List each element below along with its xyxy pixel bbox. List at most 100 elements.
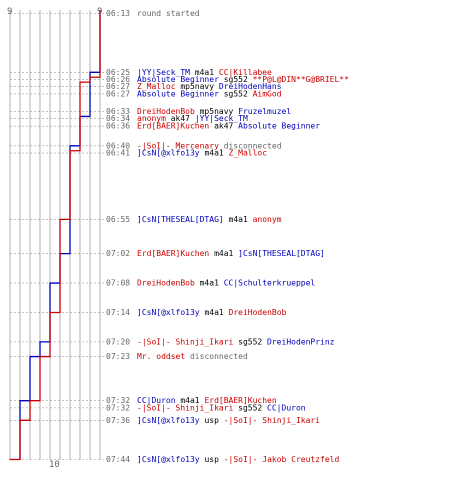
event-text-part: sg552 (219, 89, 253, 98)
event-row: 07:36 ]CsN[@xlfo13y usp -|SoI|- Shinji_Ik… (106, 416, 320, 425)
event-text: ]CsN[@xlfo13y usp -|SoI|- Jakob Creutzfe… (137, 455, 339, 464)
event-text-part: disconnected (185, 352, 248, 361)
event-text: Absolute Beginner sg552 AimGod (137, 89, 282, 98)
event-text-part: AimGod (253, 89, 282, 98)
event-row: 07:20 -|SoI|- Shinji_Ikari sg552 DreiHode… (106, 337, 335, 346)
event-text-part: ak47 (209, 122, 238, 131)
event-text-part: ]CsN[@xlfo13y (137, 416, 200, 425)
event-row: 07:08 DreiHodenBob m4a1 CC|Schulterkruepp… (106, 279, 315, 288)
event-text-part: DreiHodenBob (137, 279, 195, 288)
event-row: 06:33 DreiHodenBob mp5navy Fruzelmuzel (106, 107, 291, 116)
event-time: 06:33 (106, 107, 130, 116)
start-count-left-label: 9 (7, 7, 12, 17)
end-count-label: 10 (49, 460, 60, 470)
event-text-part: Z_Malloc (137, 82, 176, 91)
event-text-part: Erd[BAER]Kuchen (204, 396, 276, 405)
event-text: ]CsN[THESEAL[DTAG] m4a1 anonym (137, 215, 282, 224)
event-time: 07:20 (106, 337, 130, 346)
event-text-part: CC|Duron (137, 396, 176, 405)
event-row: 06:27 Z_Malloc mp5navy DreiHodenHans (106, 82, 282, 91)
event-text-part: sg552 (219, 75, 253, 84)
event-text-part: Z_Malloc (229, 149, 268, 158)
event-time: 07:36 (106, 416, 130, 425)
event-text-part: usp (200, 416, 224, 425)
event-time: 06:27 (106, 89, 130, 98)
event-text-part: Absolute Beginner (137, 75, 219, 84)
event-time: 06:36 (106, 122, 130, 131)
event-text-part: DreiHodenBob (229, 308, 287, 317)
event-text-part: anonym (253, 215, 282, 224)
event-text-part: round started (137, 9, 200, 18)
event-time: 06:27 (106, 82, 130, 91)
kill-event-log: 06:13 round started 06:25 |YY|Seck_TM m4a1 … (106, 9, 349, 464)
event-text-part: ]CsN[THESEAL[DTAG] (238, 249, 325, 258)
event-text: Z_Malloc mp5navy DreiHodenHans (137, 82, 282, 91)
start-count-right-label: 9 (97, 7, 102, 17)
event-text-part: **P@L@DIN**G@BRIEL** (253, 75, 350, 84)
event-text-part: ]CsN[@xlfo13y (137, 455, 200, 464)
event-time: 07:23 (106, 352, 130, 361)
event-text: CC|Duron m4a1 Erd[BAER]Kuchen (137, 396, 277, 405)
event-text-part: disconnected (219, 141, 282, 150)
event-text-part: m4a1 (209, 249, 238, 258)
event-text: -|SoI|- Shinji_Ikari sg552 CC|Duron (137, 403, 306, 412)
event-text-part: mp5navy (195, 107, 238, 116)
event-row: 06:26 Absolute Beginner sg552 **P@L@DIN**… (106, 75, 349, 84)
event-text-part: CC|Duron (267, 403, 306, 412)
event-text-part: |YY|Seck_TM (195, 114, 248, 123)
event-text-part: ak47 (166, 114, 195, 123)
event-text-part: mp5navy (176, 82, 219, 91)
event-text: DreiHodenBob m4a1 CC|Schulterkrueppel (137, 279, 315, 288)
event-row: 06:36 Erd[BAER]Kuchen ak47 Absolute Begin… (106, 122, 320, 131)
event-time: 06:26 (106, 75, 130, 84)
event-row: 06:13 round started (106, 9, 200, 18)
event-text-part: -|SoI|- Shinji_Ikari (137, 403, 234, 412)
event-row: 06:55 ]CsN[THESEAL[DTAG] m4a1 anonym (106, 215, 282, 224)
event-text-part: usp (200, 455, 224, 464)
event-text: -|SoI|- Shinji_Ikari sg552 DreiHodenPrin… (137, 337, 335, 346)
event-row: 06:40 -|SoI|- Mercenary disconnected (106, 141, 282, 150)
event-text-part: CC|Schulterkrueppel (224, 279, 316, 288)
event-text-part: Fruzelmuzel (238, 107, 291, 116)
event-text-part: Erd[BAER]Kuchen (137, 122, 209, 131)
event-row: 06:34 anonym ak47 |YY|Seck_TM (106, 114, 248, 123)
event-text: Erd[BAER]Kuchen ak47 Absolute Beginner (137, 122, 320, 131)
event-text-part: -|SoI|- Shinji_Ikari (137, 337, 234, 346)
event-text-part: m4a1 (195, 279, 224, 288)
event-text-part: Erd[BAER]Kuchen (137, 249, 209, 258)
event-row: 07:32 CC|Duron m4a1 Erd[BAER]Kuchen (106, 396, 277, 405)
event-row: 06:41]CsN[@xlfo13y m4a1 Z_Malloc (106, 149, 267, 158)
event-text-part: |YY|Seck_TM (137, 68, 190, 77)
event-row: 06:27 Absolute Beginner sg552 AimGod (106, 89, 282, 98)
event-text-part: anonym (137, 114, 166, 123)
event-text: |YY|Seck_TM m4a1 CC|Killabee (137, 68, 272, 77)
event-text-part: -|SoI|- Shinji_Ikari (224, 416, 321, 425)
event-text: ]CsN[@xlfo13y m4a1 DreiHodenBob (137, 308, 287, 317)
event-text: ]CsN[@xlfo13y usp -|SoI|- Shinji_Ikari (137, 416, 320, 425)
event-text-part: Mr. oddset (137, 352, 185, 361)
event-time: 06:55 (106, 215, 130, 224)
event-text-part: m4a1 (190, 68, 219, 77)
event-text-part: m4a1 (200, 149, 229, 158)
event-time: 06:25 (106, 68, 130, 77)
event-text-part: DreiHodenHans (219, 82, 282, 91)
event-text-part: Absolute Beginner (137, 89, 219, 98)
event-text-part: m4a1 (176, 396, 205, 405)
event-row: 07:14]CsN[@xlfo13y m4a1 DreiHodenBob (106, 308, 287, 317)
event-text: DreiHodenBob mp5navy Fruzelmuzel (137, 107, 291, 116)
event-text: round started (137, 9, 200, 18)
alive-count-lines (9, 10, 101, 461)
event-text-part: sg552 (233, 403, 267, 412)
event-row: 07:44]CsN[@xlfo13y usp -|SoI|- Jakob Cre… (106, 455, 339, 464)
event-text-part: m4a1 (224, 215, 253, 224)
event-text-part: -|SoI|- Mercenary (137, 141, 219, 150)
event-text-part: Absolute Beginner (238, 122, 320, 131)
event-time: 07:08 (106, 279, 130, 288)
blue-alive-line (19, 10, 101, 460)
event-text-part: m4a1 (200, 308, 229, 317)
event-row: 07:23 Mr. oddset disconnected (106, 352, 248, 361)
event-text-part: sg552 (233, 337, 267, 346)
event-time: 06:34 (106, 114, 130, 123)
event-time: 07:32 (106, 396, 130, 405)
